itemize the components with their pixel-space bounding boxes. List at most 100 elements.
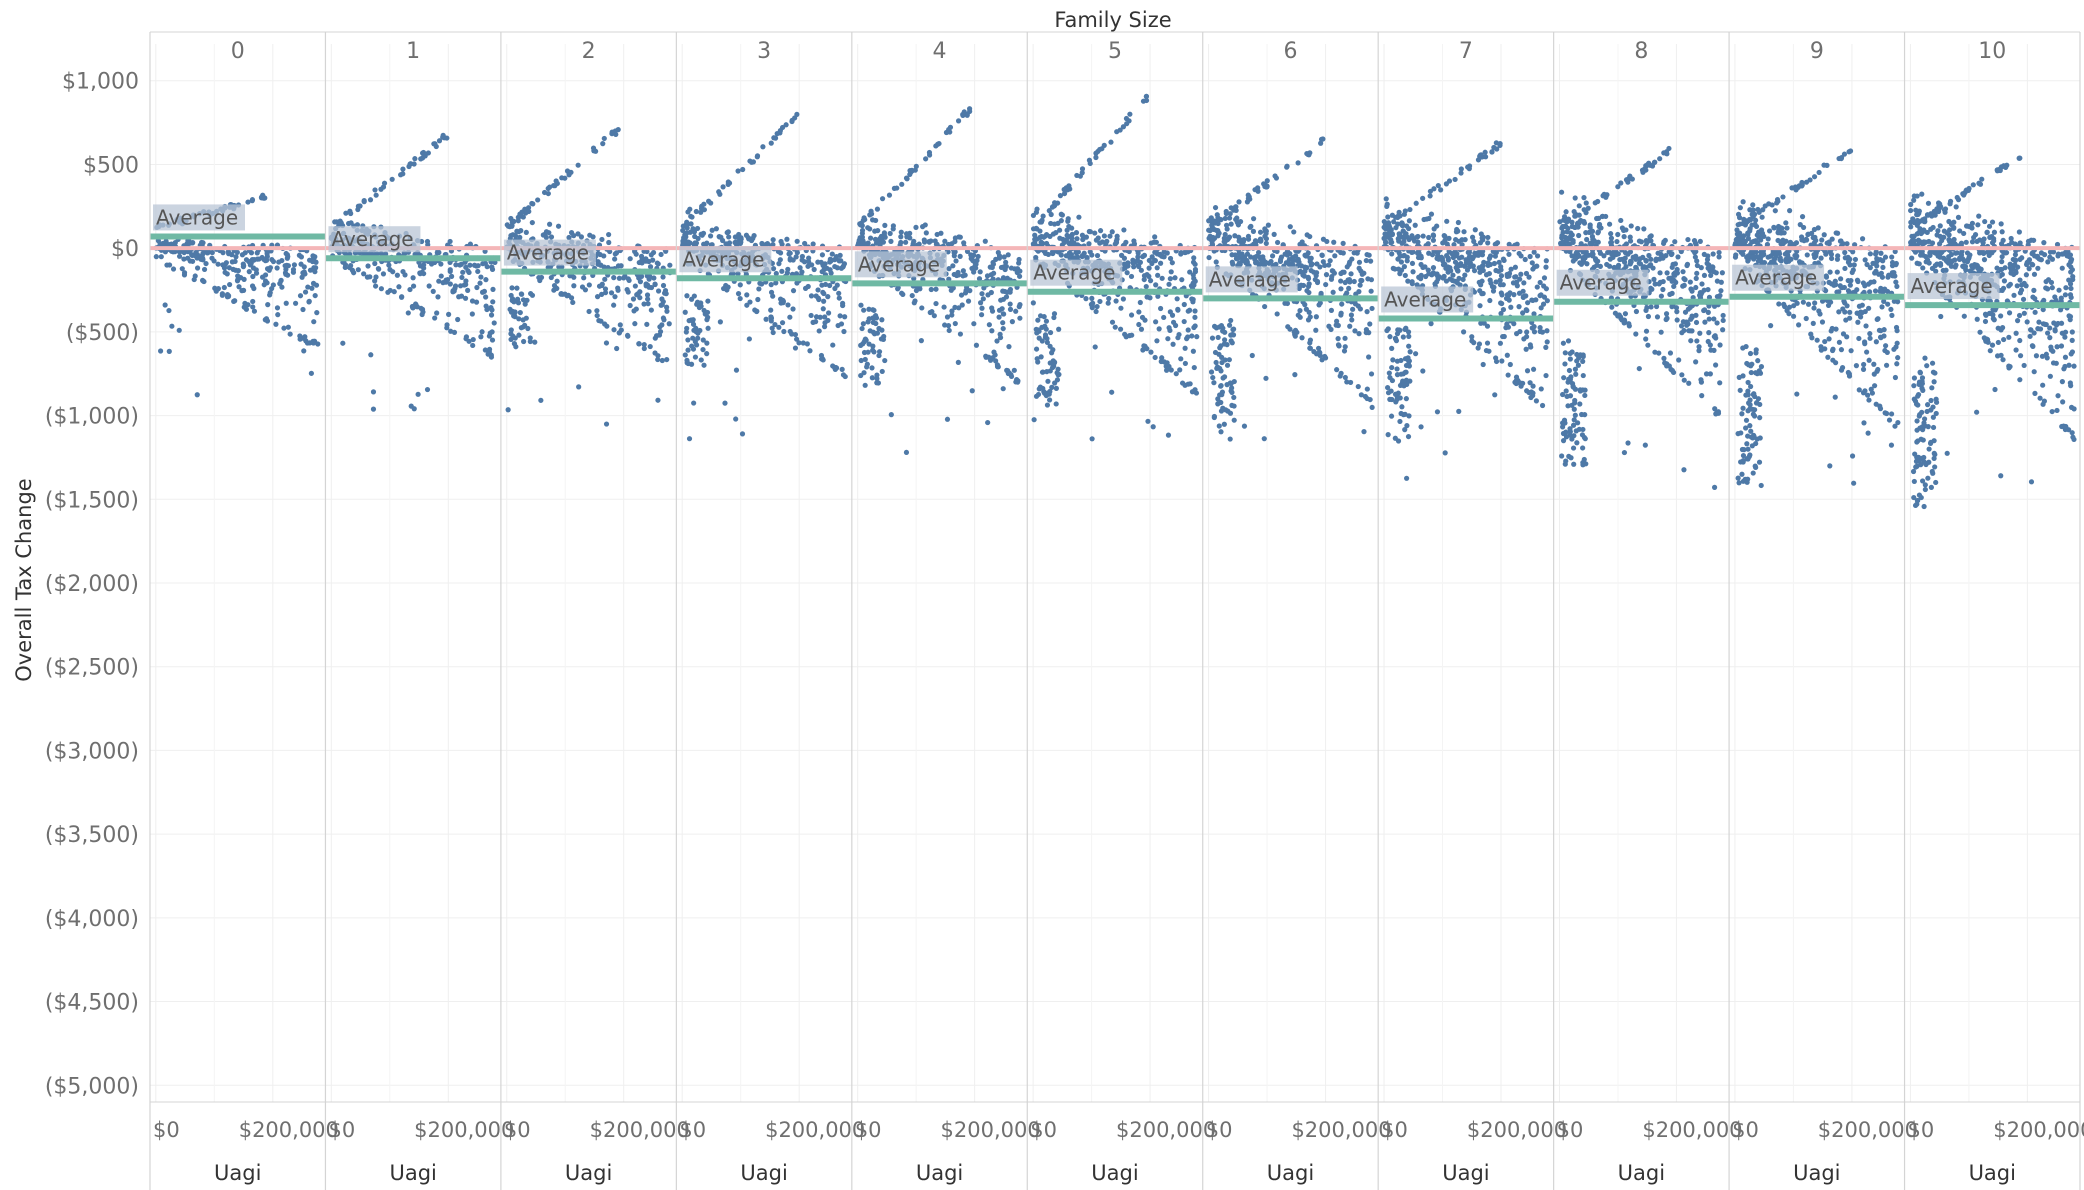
data-point [1461, 329, 1467, 335]
data-point [1696, 348, 1702, 354]
data-point [650, 257, 656, 263]
data-point [1213, 259, 1219, 265]
data-point [570, 299, 576, 306]
data-point [241, 276, 247, 282]
data-point [1504, 352, 1510, 358]
data-point [457, 262, 463, 268]
data-point [858, 372, 864, 379]
data-point [832, 285, 838, 292]
data-point [1845, 288, 1852, 294]
data-point [1459, 254, 1465, 260]
data-point [1227, 410, 1234, 416]
data-point [1477, 152, 1483, 158]
data-point [611, 275, 617, 281]
data-point [446, 311, 452, 317]
data-point [967, 288, 973, 294]
data-point [659, 302, 665, 308]
data-point [361, 271, 367, 277]
data-point [424, 386, 431, 393]
data-point [827, 259, 833, 265]
data-point [172, 249, 178, 255]
data-point [685, 337, 691, 343]
data-point [1257, 238, 1263, 244]
data-point [1442, 450, 1448, 456]
data-point [694, 225, 701, 232]
data-point [1351, 278, 1357, 285]
data-point [646, 284, 652, 290]
data-point [1313, 327, 1319, 333]
data-point [1255, 188, 1261, 194]
data-point [1409, 260, 1416, 267]
data-point [1645, 342, 1651, 348]
data-point [1033, 346, 1040, 352]
data-point [1347, 259, 1353, 265]
data-point [1273, 175, 1280, 181]
data-point [1262, 226, 1268, 232]
data-point [1698, 264, 1704, 271]
data-point [1505, 372, 1511, 378]
data-point [306, 299, 312, 305]
data-point [653, 333, 660, 339]
data-point [426, 283, 432, 289]
data-point [969, 388, 975, 394]
data-point [1355, 383, 1361, 390]
data-point [166, 307, 172, 314]
data-point [1582, 392, 1588, 399]
data-point [993, 256, 999, 262]
data-point [1513, 380, 1519, 387]
data-point [1418, 276, 1424, 282]
data-point [250, 265, 257, 271]
data-point [1125, 260, 1131, 266]
data-point [1065, 218, 1071, 224]
data-point [1697, 238, 1703, 244]
data-point [1009, 319, 1015, 325]
data-point [1732, 240, 1739, 247]
data-point [282, 270, 289, 276]
data-point [1693, 319, 1700, 326]
data-point [1527, 253, 1533, 260]
data-point [951, 253, 957, 259]
data-point [566, 234, 572, 241]
data-point [1833, 230, 1839, 236]
data-point [1496, 259, 1502, 265]
data-point [993, 358, 999, 364]
data-point [989, 305, 995, 311]
data-point [1392, 435, 1398, 441]
data-point [194, 265, 201, 271]
data-point [825, 310, 832, 316]
data-point [1454, 280, 1461, 286]
data-point [246, 269, 252, 275]
data-point [434, 310, 440, 316]
data-point [1498, 300, 1504, 306]
data-point [811, 266, 817, 273]
data-point [830, 342, 836, 348]
data-point [1128, 312, 1135, 318]
data-point [922, 222, 928, 228]
data-point [1191, 364, 1197, 371]
data-point [1142, 317, 1148, 323]
data-point [1313, 273, 1319, 279]
data-point [1404, 423, 1410, 429]
data-point [1109, 389, 1115, 395]
data-point [950, 263, 956, 269]
data-point [735, 291, 742, 297]
data-point [732, 239, 739, 245]
data-point [1253, 260, 1259, 266]
data-point [1499, 358, 1505, 364]
data-point [1079, 252, 1086, 259]
data-point [979, 305, 985, 311]
data-point [1867, 289, 1873, 295]
data-point [657, 324, 663, 330]
data-point [1128, 273, 1135, 280]
data-point [1888, 306, 1894, 313]
data-point [1047, 329, 1054, 336]
data-point [1165, 336, 1171, 342]
data-point [1651, 276, 1657, 282]
data-point [704, 240, 710, 246]
data-point [1598, 225, 1604, 231]
data-point [1368, 288, 1374, 294]
data-point [1486, 270, 1492, 277]
data-point [543, 229, 550, 235]
data-point [797, 265, 803, 271]
data-point [1057, 227, 1063, 233]
